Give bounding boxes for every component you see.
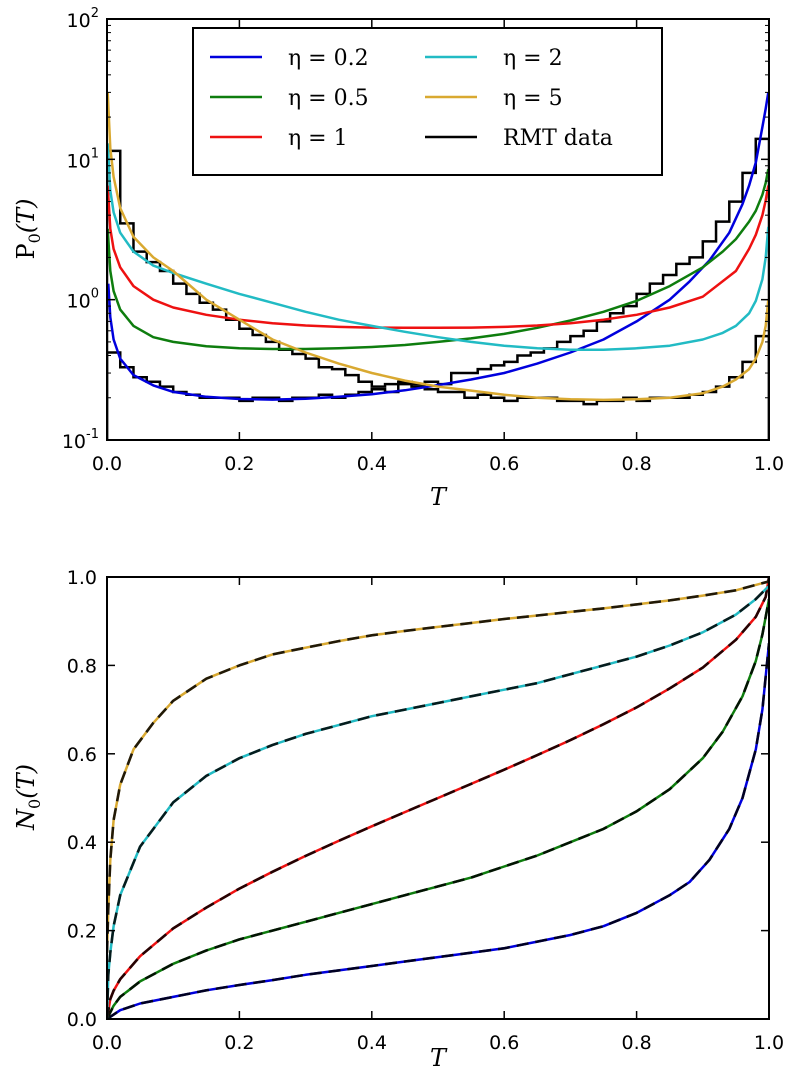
bottom-xtick-label: 1.0 xyxy=(754,1032,784,1054)
top-ytick-base: 10 xyxy=(67,291,91,313)
legend-items: η = 0.2 η = 2 η = 0.5 η = 5 η = 1 RMT data xyxy=(210,46,613,151)
bottom-xtick-label: 0.0 xyxy=(92,1032,122,1054)
legend-label-rmt-data: RMT data xyxy=(503,126,613,151)
top-xlabel: T xyxy=(430,483,448,511)
bottom-xtick-label: 0.4 xyxy=(357,1032,387,1054)
top-ytick-exp: 2 xyxy=(91,6,99,21)
bottom-ytick-label: 0.4 xyxy=(67,832,97,854)
top-series-5 xyxy=(107,92,769,402)
top-series-0-2 xyxy=(107,92,769,401)
legend-label-0-2: η = 0.2 xyxy=(288,46,369,71)
bottom-series-group xyxy=(107,577,769,1019)
legend-label-2: η = 2 xyxy=(503,46,563,71)
top-ylabel: P0(T) xyxy=(12,198,44,259)
bottom-series-1-dashed xyxy=(107,577,769,1019)
top-ylabel-text: P0(T) xyxy=(12,198,44,259)
top-xtick-label: 1.0 xyxy=(754,453,784,475)
bottom-xtick-label: 0.2 xyxy=(224,1032,254,1054)
top-ytick-label: 102 xyxy=(67,6,99,32)
bottom-series-5-dashed xyxy=(107,580,769,953)
top-series-2 xyxy=(107,143,769,351)
top-plot-frame xyxy=(106,18,770,441)
bottom-xlabel: T xyxy=(430,1044,448,1072)
top-xtick-label: 0.8 xyxy=(621,453,651,475)
top-ytick-label: 101 xyxy=(67,146,99,172)
bottom-panel: 0.0 0.2 0.4 0.6 0.8 1.0 0.0 0.2 0.4 0.6 0.8 1.0 T N… xyxy=(12,567,784,1072)
top-ytick-label: 10-1 xyxy=(62,427,99,453)
top-xtick-label: 0.4 xyxy=(357,453,387,475)
bottom-ytick-label: 0.8 xyxy=(67,655,97,677)
legend-label-1: η = 1 xyxy=(288,126,348,151)
bottom-ylabel: N0(T) xyxy=(12,764,44,831)
bottom-ylabel-main: N xyxy=(12,808,40,831)
bottom-series-2-dashed xyxy=(107,584,769,1019)
bottom-series-0-5-dashed xyxy=(107,598,769,1019)
top-xtick-label: 0.0 xyxy=(92,453,122,475)
legend-label-0-5: η = 0.5 xyxy=(288,86,369,111)
top-ylabel-sub: 0 xyxy=(25,233,44,243)
bottom-xtick-label: 0.8 xyxy=(621,1032,651,1054)
top-ytick-label: 100 xyxy=(67,287,99,313)
top-xtick-label: 0.2 xyxy=(224,453,254,475)
legend-box xyxy=(192,27,663,176)
bottom-ylabel-text: N0(T) xyxy=(12,764,44,831)
legend: η = 0.2 η = 2 η = 0.5 η = 5 η = 1 RMT data xyxy=(192,27,663,176)
top-ytick-base: 10 xyxy=(67,10,91,32)
bottom-plot-frame xyxy=(106,576,770,1020)
top-series-group xyxy=(107,92,769,440)
bottom-ytick-label: 0.2 xyxy=(67,921,97,943)
top-ytick-exp: 1 xyxy=(91,146,99,161)
top-ylabel-main: P xyxy=(12,243,40,259)
top-ytick-base: 10 xyxy=(62,431,86,453)
bottom-series-0-2-dashed xyxy=(107,643,769,1019)
bottom-ylabel-sub: 0 xyxy=(25,799,44,809)
top-ytick-exp: -1 xyxy=(86,427,99,442)
top-series-1 xyxy=(107,185,769,330)
bottom-ytick-label: 0.6 xyxy=(67,744,97,766)
top-xtick-label: 0.6 xyxy=(489,453,519,475)
bottom-ytick-label: 0.0 xyxy=(67,1009,97,1031)
bottom-ytick-label: 1.0 xyxy=(67,567,97,589)
top-ytick-base: 10 xyxy=(67,150,91,172)
bottom-xtick-label: 0.6 xyxy=(489,1032,519,1054)
bottom-ticks: 0.0 0.2 0.4 0.6 0.8 1.0 0.0 0.2 0.4 0.6 0.8 1.0 xyxy=(67,567,784,1054)
legend-label-5: η = 5 xyxy=(503,86,563,111)
top-ylabel-rest: (T) xyxy=(12,198,40,233)
top-ytick-exp: 0 xyxy=(91,287,99,302)
bottom-ylabel-rest: (T) xyxy=(12,764,40,799)
